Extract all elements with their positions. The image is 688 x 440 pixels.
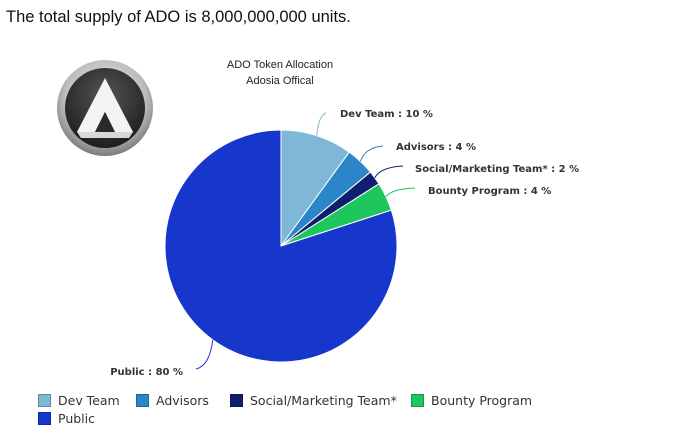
data-label-bounty-program: Bounty Program : 4 % — [428, 186, 551, 197]
connector-bounty-program — [385, 187, 416, 197]
chart-title: ADO Token Allocation — [227, 59, 333, 71]
pie-slice-dev-team — [280, 129, 350, 248]
legend-label: Dev Team — [58, 393, 120, 408]
data-label-dev-team: Dev Team : 10 % — [340, 109, 433, 120]
legend-item-bounty-program[interactable]: Bounty Program — [411, 393, 532, 408]
ado-logo-icon — [55, 58, 155, 158]
connector-public — [195, 339, 214, 370]
page-headline: The total supply of ADO is 8,000,000,000… — [6, 8, 351, 26]
legend-swatch — [230, 394, 243, 407]
legend-item-advisors[interactable]: Advisors — [136, 393, 209, 408]
legend-swatch — [38, 394, 51, 407]
legend-label: Bounty Program — [431, 393, 533, 408]
pie-slice-public — [164, 129, 398, 363]
legend-item-public[interactable]: Public — [38, 411, 95, 426]
legend-label: Advisors — [156, 393, 209, 408]
legend-item-social-marketing-team[interactable]: Social/Marketing Team* — [230, 393, 397, 408]
legend-swatch — [136, 394, 149, 407]
data-label-social-marketing-team: Social/Marketing Team* : 2 % — [415, 164, 579, 175]
connector-advisors — [359, 145, 384, 162]
connector-social-marketing-team — [374, 165, 404, 179]
legend-swatch — [411, 394, 424, 407]
legend-label: Public — [58, 411, 95, 426]
data-label-advisors: Advisors : 4 % — [396, 142, 476, 153]
legend-swatch — [38, 412, 51, 425]
data-label-public: Public : 80 % — [110, 367, 183, 378]
connector-dev-team — [316, 112, 327, 136]
chart-subtitle: Adosia Offical — [246, 75, 314, 87]
legend-item-dev-team[interactable]: Dev Team — [38, 393, 120, 408]
legend-label: Social/Marketing Team* — [250, 393, 397, 408]
